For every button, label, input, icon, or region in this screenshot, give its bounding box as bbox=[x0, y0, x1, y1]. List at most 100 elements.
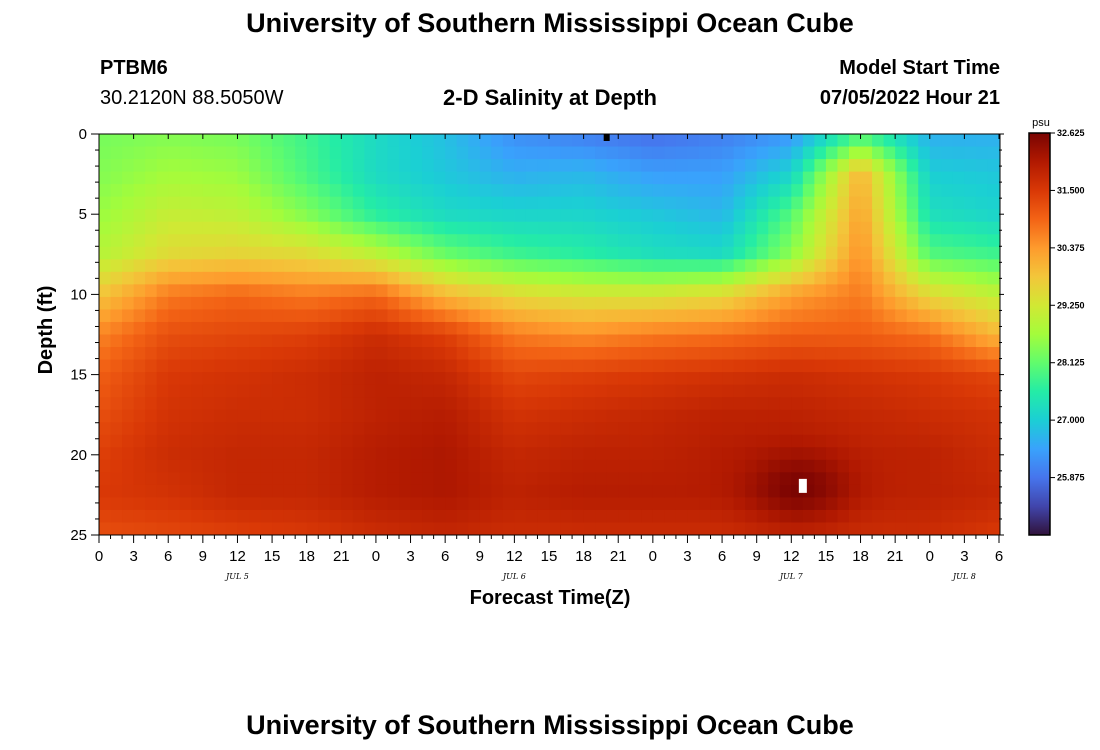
heatmap-cell bbox=[895, 497, 908, 511]
heatmap-cell bbox=[525, 472, 539, 486]
heatmap-cell bbox=[849, 209, 862, 223]
heatmap-cell bbox=[99, 484, 112, 499]
heatmap-cell bbox=[156, 321, 169, 336]
heatmap-cell bbox=[837, 459, 850, 473]
heatmap-cell bbox=[906, 221, 919, 235]
heatmap-cell bbox=[814, 284, 827, 298]
heatmap-cell bbox=[225, 434, 239, 448]
heatmap-cell bbox=[168, 271, 181, 285]
heatmap-cell bbox=[560, 384, 573, 398]
heatmap-cell bbox=[122, 184, 135, 198]
heatmap-cell bbox=[110, 472, 123, 486]
heatmap-cell bbox=[745, 397, 758, 411]
heatmap-cell bbox=[479, 472, 492, 486]
heatmap-cell bbox=[514, 296, 527, 311]
heatmap-cell bbox=[525, 321, 539, 336]
heatmap-cell bbox=[918, 146, 931, 160]
heatmap-cell bbox=[479, 484, 492, 499]
heatmap-cell bbox=[756, 184, 769, 198]
heatmap-cell bbox=[364, 196, 377, 210]
heatmap-cell bbox=[110, 209, 123, 223]
heatmap-cell bbox=[814, 459, 827, 473]
heatmap-cell bbox=[595, 334, 608, 348]
heatmap-cell bbox=[145, 434, 158, 448]
heatmap-cell bbox=[629, 159, 642, 173]
heatmap-cell bbox=[583, 459, 596, 473]
heatmap-cell bbox=[768, 372, 781, 386]
heatmap-cell bbox=[318, 384, 331, 398]
heatmap-cell bbox=[549, 221, 562, 235]
heatmap-cell bbox=[283, 159, 296, 173]
heatmap-cell bbox=[399, 359, 412, 373]
heatmap-cell bbox=[306, 309, 319, 323]
heatmap-cell bbox=[525, 309, 539, 323]
heatmap-cell bbox=[918, 497, 931, 511]
x-tick-label: 0 bbox=[649, 548, 657, 565]
heatmap-cell bbox=[237, 409, 250, 423]
heatmap-cell bbox=[814, 246, 827, 260]
heatmap-cell bbox=[214, 409, 227, 423]
heatmap-cell bbox=[329, 234, 342, 248]
heatmap-cell bbox=[214, 234, 227, 248]
heatmap-cell bbox=[618, 259, 631, 273]
heatmap-cell bbox=[768, 321, 781, 336]
heatmap-cell bbox=[99, 509, 112, 524]
heatmap-cell bbox=[918, 422, 931, 436]
date-label: JUL 7 bbox=[778, 572, 804, 581]
heatmap-cell bbox=[272, 234, 285, 248]
heatmap-cell bbox=[445, 347, 458, 361]
heatmap-cell bbox=[387, 409, 400, 423]
heatmap-cell bbox=[537, 472, 550, 486]
heatmap-cell bbox=[502, 196, 515, 210]
heatmap-cell bbox=[756, 334, 769, 348]
heatmap-cell bbox=[491, 171, 504, 185]
heatmap-cell bbox=[802, 209, 815, 223]
heatmap-cell bbox=[191, 284, 204, 298]
heatmap-cell bbox=[318, 359, 331, 373]
heatmap-cell bbox=[514, 397, 527, 411]
heatmap-cell bbox=[583, 159, 596, 173]
heatmap-cell bbox=[872, 434, 885, 448]
heatmap-cell bbox=[225, 522, 239, 535]
heatmap-cell bbox=[399, 296, 412, 311]
heatmap-cell bbox=[306, 246, 319, 260]
heatmap-cell bbox=[606, 459, 619, 473]
heatmap-cell bbox=[849, 347, 862, 361]
heatmap-cell bbox=[802, 284, 815, 298]
heatmap-cell bbox=[341, 459, 354, 473]
heatmap-cell bbox=[641, 184, 654, 198]
salinity-chart: 0 3 6 9 12 15 18 21 0 3 6 9 12 15 18 21 0 3 6 9 12 15 18 21 0 3 6J… bbox=[35, 117, 1085, 609]
heatmap-cell bbox=[860, 522, 873, 535]
heatmap-cell bbox=[364, 497, 377, 511]
heatmap-cell bbox=[860, 484, 873, 499]
heatmap-cell bbox=[918, 246, 931, 260]
heatmap-cell bbox=[941, 397, 954, 411]
heatmap-cell bbox=[779, 134, 792, 148]
heatmap-cell bbox=[952, 234, 965, 248]
heatmap-cell bbox=[722, 271, 735, 285]
heatmap-cell bbox=[283, 459, 296, 473]
heatmap-cell bbox=[745, 159, 758, 173]
heatmap-cell bbox=[814, 347, 827, 361]
heatmap-cell bbox=[214, 221, 227, 235]
heatmap-cell bbox=[710, 234, 723, 248]
heatmap-cell bbox=[445, 159, 458, 173]
heatmap-cell bbox=[110, 397, 123, 411]
heatmap-cell bbox=[514, 321, 527, 336]
heatmap-cell bbox=[583, 321, 596, 336]
heatmap-cell bbox=[733, 271, 746, 285]
heatmap-cell bbox=[306, 459, 319, 473]
heatmap-cell bbox=[202, 296, 215, 311]
heatmap-cell bbox=[560, 134, 573, 148]
heatmap-cell bbox=[802, 159, 815, 173]
heatmap-cell bbox=[202, 334, 215, 348]
heatmap-cell bbox=[191, 209, 204, 223]
heatmap-cell bbox=[975, 472, 989, 486]
heatmap-cell bbox=[641, 334, 654, 348]
heatmap-cell bbox=[641, 509, 654, 524]
heatmap-cell bbox=[802, 271, 815, 285]
heatmap-cell bbox=[502, 259, 515, 273]
heatmap-cell bbox=[629, 246, 642, 260]
heatmap-cell bbox=[110, 309, 123, 323]
heatmap-cell bbox=[364, 434, 377, 448]
